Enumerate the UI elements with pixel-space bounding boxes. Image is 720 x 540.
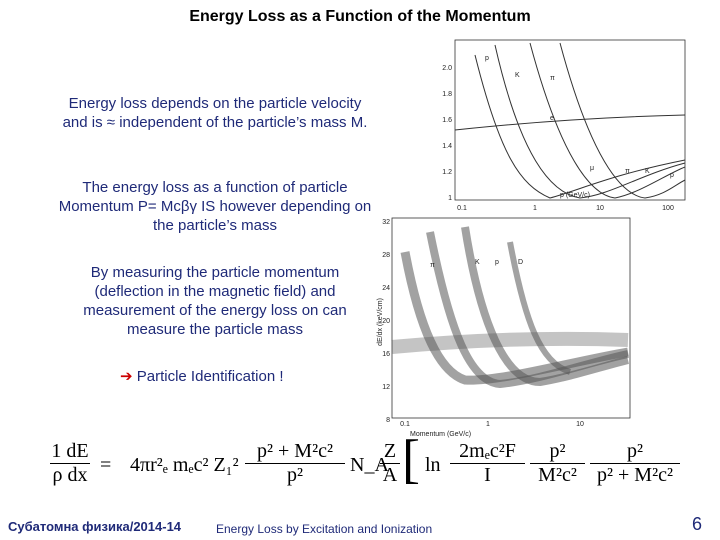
conclusion-text: Particle Identification !	[136, 368, 284, 385]
formula-part: Z	[383, 440, 397, 462]
formula-part: =	[100, 454, 112, 476]
y-tick-label: 1	[448, 195, 452, 202]
curve-label: e	[550, 115, 554, 122]
curve-label: p	[485, 55, 489, 62]
x-tick-label: 1	[533, 205, 537, 212]
paragraph: Energy loss depends on the particle velo…	[62, 95, 368, 131]
formula-part: N_A	[350, 454, 389, 476]
y-tick-label: 32	[382, 219, 390, 226]
curve-label: π	[625, 168, 630, 175]
y-tick-label: 8	[386, 417, 390, 424]
band-label: p	[495, 259, 499, 266]
curve	[474, 54, 686, 199]
curve-label: μ	[590, 165, 594, 172]
formula-part: ρ dx	[50, 463, 90, 487]
y-tick-label: 12	[382, 384, 390, 391]
scatter-bands	[391, 226, 629, 389]
y-tick-label: 1.8	[442, 91, 452, 98]
formula-part: p² + M²c²	[590, 463, 680, 487]
curve-label: K	[645, 168, 650, 175]
plot-frame	[454, 39, 686, 201]
y-axis-label: dE/dx (keV/cm)	[377, 298, 384, 346]
curve	[529, 42, 686, 199]
x-tick-label: 10	[576, 421, 584, 428]
footer-center: Energy Loss by Excitation and Ionization	[216, 522, 433, 536]
formula-part: p²	[627, 440, 643, 462]
curve	[454, 114, 686, 131]
arrow: ➔	[120, 368, 133, 385]
y-tick-label: 1.6	[442, 117, 452, 124]
x-tick-label: 0.1	[400, 421, 410, 428]
formula-part: 1 dE	[51, 440, 89, 462]
y-tick-label: 24	[382, 285, 390, 292]
formula-part: p²	[245, 463, 345, 487]
title: Energy Loss as a Function of the Momentu…	[189, 8, 531, 25]
formula-part: I	[450, 463, 525, 487]
formula-part: 2mₑc²F	[459, 440, 516, 462]
paragraph: By measuring the particle momentum (defl…	[83, 264, 347, 338]
conclusion: ➔ Particle Identification !	[120, 367, 284, 385]
page-number: 6	[692, 514, 703, 534]
x-axis-label: p (GeV/c)	[560, 192, 590, 199]
band-label: D	[518, 259, 523, 266]
formula-part: ln	[425, 454, 441, 476]
y-tick-label: 20	[382, 318, 390, 325]
x-tick-label: 1	[486, 421, 490, 428]
x-tick-label: 100	[662, 205, 674, 212]
formula: 1 dE ρ dx = 4πr²ₑ mₑc² Z₁² p² + M²c² p² N_…	[50, 429, 690, 496]
figure-bottom: 32 28 24 20 16 12 8 0.1 1 10 Momentum (GeV/c) dE/dx…	[377, 217, 631, 438]
formula-part: M²c²	[530, 463, 585, 487]
curve-label: p	[670, 172, 674, 179]
curve	[559, 42, 686, 199]
footer-left: Субатомна физика/2014-14	[8, 519, 182, 534]
x-tick-label: 10	[596, 205, 604, 212]
formula-part: 4πr²ₑ mₑc² Z₁²	[130, 454, 239, 476]
bracket: [	[402, 429, 420, 489]
x-tick-label: 0.1	[457, 205, 467, 212]
y-tick-label: 1.4	[442, 143, 452, 150]
band-label: K	[475, 259, 480, 266]
curve	[494, 44, 686, 199]
formula-part: p² + M²c²	[257, 440, 333, 462]
x-axis-label: Momentum (GeV/c)	[410, 431, 471, 438]
formula-part: p²	[549, 440, 566, 462]
curve-label: K	[515, 72, 520, 79]
formula-part: A	[380, 463, 400, 487]
y-tick-label: 2.0	[442, 65, 452, 72]
y-tick-label: 1.2	[442, 169, 452, 176]
figure-top: 2.0 1.8 1.6 1.4 1.2 1 0.1 1 10 100 p (GeV/c) p K π e μ π…	[442, 39, 686, 212]
y-tick-label: 28	[382, 252, 390, 259]
paragraph: The energy loss as a function of particl…	[58, 179, 372, 234]
plot-frame	[391, 217, 631, 419]
y-tick-label: 16	[382, 351, 390, 358]
band-label: π	[430, 262, 435, 269]
curve-label: π	[550, 75, 555, 82]
